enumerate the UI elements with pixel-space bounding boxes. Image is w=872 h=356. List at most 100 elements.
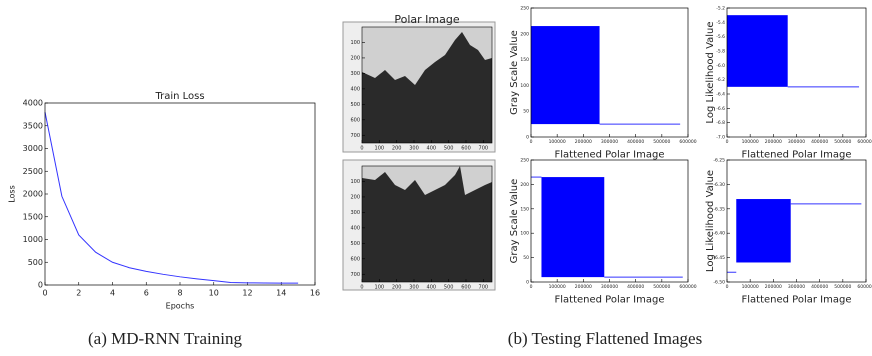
y-tick-label: 500 [350,241,360,247]
x-tick-label: 0 [530,284,533,290]
y-tick-label: 200 [520,31,529,37]
figure: (a) MD-RNN Training (b) Testing Flattene… [0,0,872,356]
x-tick-label: 10 [209,289,219,298]
signal-band [736,199,790,262]
x-tick-label: 200 [392,285,402,291]
x-tick-label: 12 [242,289,252,298]
x-tick-label: 500 [444,285,454,291]
x-tick-label: 600000 [857,139,872,145]
x-tick-label: 0 [530,139,533,145]
y-tick-label: 600 [350,117,360,123]
chart-title: Train Loss [154,91,204,102]
plot-frame [45,103,315,285]
y-tick-label: 1500 [23,212,43,221]
x-tick-label: 600 [461,146,471,152]
x-tick-label: 400 [427,146,437,152]
x-tick-label: 8 [177,289,182,298]
x-tick-label: 500000 [834,139,851,145]
y-tick-label: 100 [350,40,360,46]
y-tick-label: 2000 [23,190,43,199]
y-tick-label: 0 [526,280,529,286]
signal-band [541,177,604,277]
y-tick-label: 0 [38,281,43,290]
y-tick-label: 500 [28,258,43,267]
x-tick-label: 200000 [575,139,592,145]
y-tick-label: 500 [350,102,360,108]
y-tick-label: 1000 [23,235,43,244]
y-tick-label: 200 [350,55,360,61]
x-tick-label: 500 [444,146,454,152]
x-tick-label: 700 [479,146,489,152]
x-axis-label: Flattened Polar Image [742,295,852,306]
y-tick-label: -6.25 [713,158,725,164]
x-axis-label: Flattened Polar Image [742,150,852,161]
x-tick-label: 300000 [788,284,805,290]
y-axis-label: Log Likelihood Value [705,21,716,123]
x-tick-label: 500000 [653,139,670,145]
x-tick-label: 100 [375,146,385,152]
y-tick-label: 700 [350,133,360,139]
signal-band [531,26,600,124]
y-tick-label: 3000 [23,144,43,153]
x-tick-label: 700 [479,285,489,291]
y-tick-label: -6.0 [716,63,725,69]
y-tick-label: 4000 [23,99,43,108]
y-axis-label: Gray Scale Value [509,179,520,264]
y-tick-label: 100 [520,231,529,237]
x-tick-label: 600000 [679,139,696,145]
x-tick-label: 0 [360,285,363,291]
y-tick-label: 400 [350,225,360,231]
x-tick-label: 200000 [765,139,782,145]
y-tick-label: 300 [350,71,360,77]
x-tick-label: 100000 [549,139,566,145]
x-tick-label: 100000 [742,284,759,290]
x-tick-label: 600000 [857,284,872,290]
caption: (a) MD-RNN Training [88,329,242,348]
y-tick-label: 400 [350,86,360,92]
y-tick-label: 150 [520,57,529,63]
y-tick-label: 50 [523,109,529,115]
x-tick-label: 0 [42,289,47,298]
y-axis-label: Log Likelihood Value [705,170,716,272]
y-tick-label: 600 [350,256,360,262]
x-axis-label: Flattened Polar Image [555,150,665,161]
x-tick-label: 2 [76,289,81,298]
line [45,112,298,283]
y-axis-label: Gray Scale Value [509,30,520,115]
x-axis-label: Flattened Polar Image [555,295,665,306]
y-tick-label: 100 [520,83,529,89]
x-tick-label: 200 [392,146,402,152]
x-tick-label: 400 [427,285,437,291]
x-tick-label: 4 [110,289,115,298]
x-tick-label: 6 [144,289,149,298]
x-tick-label: 300 [409,285,419,291]
x-tick-label: 100000 [549,284,566,290]
y-tick-label: 2500 [23,167,43,176]
y-tick-label: -6.4 [716,92,725,98]
x-tick-label: 0 [360,146,363,152]
y-tick-label: -6.2 [716,77,725,83]
x-tick-label: 16 [310,289,320,298]
x-tick-label: 300000 [601,284,618,290]
x-tick-label: 0 [726,284,729,290]
y-tick-label: -6.50 [713,280,725,286]
x-tick-label: 500000 [834,284,851,290]
y-tick-label: 100 [350,179,360,185]
y-tick-label: 150 [520,206,529,212]
y-tick-label: 250 [520,6,529,12]
x-tick-label: 300000 [788,139,805,145]
x-tick-label: 100000 [742,139,759,145]
chart-title: Polar Image [394,13,459,26]
y-tick-label: -5.8 [716,49,725,55]
caption: (b) Testing Flattened Images [508,329,702,348]
x-tick-label: 300 [409,146,419,152]
x-tick-label: 400000 [627,284,644,290]
x-tick-label: 300000 [601,139,618,145]
x-tick-label: 600000 [679,284,696,290]
x-tick-label: 400000 [811,284,828,290]
x-tick-label: 0 [726,139,729,145]
x-axis-label: Epochs [166,302,195,311]
y-tick-label: 300 [350,210,360,216]
x-tick-label: 100 [375,285,385,291]
x-tick-label: 200000 [765,284,782,290]
